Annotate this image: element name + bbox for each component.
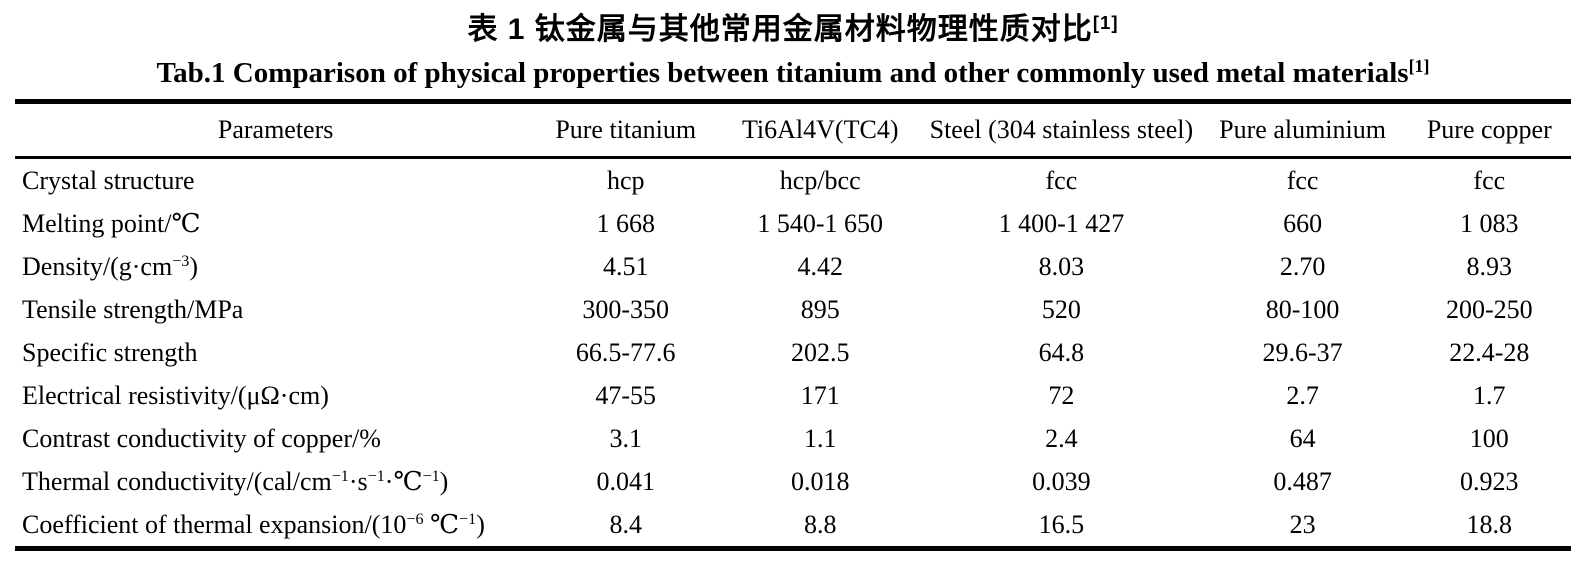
table-cell: 2.4 <box>1045 423 1078 453</box>
table-cell: hcp <box>606 165 645 195</box>
table-cell: 171 <box>800 380 840 410</box>
table-cell: 1 083 <box>1460 208 1519 238</box>
table-cell: 47-55 <box>595 380 657 410</box>
table-row-contrast-conductivity: Contrast conductivity of copper/% 3.1 1.… <box>15 417 1571 460</box>
row-label: Thermal conductivity/(cal/cm−1·s−1·℃−1) <box>22 466 449 496</box>
table-cell: hcp/bcc <box>779 165 861 195</box>
column-header-pure-copper: Pure copper <box>1407 101 1571 159</box>
table-cell: 4.42 <box>797 251 843 281</box>
table-row-crystal-structure: Crystal structure hcp hcp/bcc fcc fcc fc… <box>15 158 1571 203</box>
table-row-melting-point: Melting point/℃ 1 668 1 540-1 650 1 400-… <box>15 202 1571 245</box>
column-header-pure-aluminium: Pure aluminium <box>1197 101 1408 159</box>
table-cell: fcc <box>1045 165 1078 195</box>
row-label: Density/(g·cm−3) <box>22 251 198 281</box>
table-cell: 100 <box>1469 423 1509 453</box>
table-cell: 66.5-77.6 <box>575 337 676 367</box>
table-cell: fcc <box>1473 165 1506 195</box>
table-cell: 1 540-1 650 <box>757 208 884 238</box>
column-header-ti6al4v: Ti6Al4V(TC4) <box>715 101 926 159</box>
table-cell: 4.51 <box>602 251 649 281</box>
table-cell: 2.7 <box>1286 380 1319 410</box>
table-cell: 3.1 <box>609 423 642 453</box>
table-cell: 0.039 <box>1032 466 1091 496</box>
table-cell: 0.041 <box>596 466 655 496</box>
table-cell: 72 <box>1048 380 1075 410</box>
table-cell: 200-250 <box>1445 294 1533 324</box>
column-header-steel: Steel (304 stainless steel) <box>925 101 1198 159</box>
table-row-density: Density/(g·cm−3) 4.51 4.42 8.03 2.70 8.9… <box>15 245 1571 288</box>
table-caption-english: Tab.1 Comparison of physical properties … <box>156 56 1430 89</box>
table-cell: 8.8 <box>803 509 837 539</box>
table-cell: 8.4 <box>609 509 642 539</box>
column-header-pure-titanium: Pure titanium <box>536 101 716 159</box>
table-cell: 1 668 <box>596 208 655 238</box>
table-cell: 0.018 <box>790 466 850 496</box>
table-cell: 520 <box>1041 294 1081 324</box>
table-cell: 64 <box>1289 423 1316 453</box>
table-cell: 16.5 <box>1038 509 1085 539</box>
table-cell: fcc <box>1286 165 1319 195</box>
table-cell: 1.7 <box>1473 380 1506 410</box>
column-header-parameters: Parameters <box>15 101 537 159</box>
table-caption-chinese: 表 1 钛金属与其他常用金属材料物理性质对比[1] <box>467 11 1119 46</box>
table-cell: 29.6-37 <box>1262 337 1343 367</box>
table-row-electrical-resistivity: Electrical resistivity/(μΩ·cm) 47-55 171… <box>15 374 1571 417</box>
row-label: Crystal structure <box>22 165 195 195</box>
table-cell: 202.5 <box>790 337 850 367</box>
table-cell: 1.1 <box>803 423 837 453</box>
table-cell: 0.923 <box>1460 466 1519 496</box>
table-cell: 8.03 <box>1038 251 1085 281</box>
table-cell: 8.93 <box>1466 251 1513 281</box>
row-label: Coefficient of thermal expansion/(10−6 ℃… <box>22 509 485 539</box>
table-row-tensile-strength: Tensile strength/MPa 300-350 895 520 80-… <box>15 288 1571 331</box>
row-label: Specific strength <box>22 337 198 367</box>
table-cell: 18.8 <box>1466 509 1513 539</box>
row-label: Electrical resistivity/(μΩ·cm) <box>22 380 329 410</box>
properties-comparison-table: Parameters Pure titanium Ti6Al4V(TC4) St… <box>15 99 1571 551</box>
table-cell: 1 400-1 427 <box>998 208 1125 238</box>
row-label: Contrast conductivity of copper/% <box>22 423 381 453</box>
table-cell: 64.8 <box>1038 337 1085 367</box>
header-row: Parameters Pure titanium Ti6Al4V(TC4) St… <box>15 101 1571 159</box>
table-row-thermal-expansion: Coefficient of thermal expansion/(10−6 ℃… <box>15 503 1571 549</box>
table-cell: 80-100 <box>1265 294 1340 324</box>
table-cell: 0.487 <box>1273 466 1332 496</box>
table-row-specific-strength: Specific strength 66.5-77.6 202.5 64.8 2… <box>15 331 1571 374</box>
table-cell: 895 <box>800 294 840 324</box>
table-row-thermal-conductivity: Thermal conductivity/(cal/cm−1·s−1·℃−1) … <box>15 460 1571 503</box>
table-cell: 2.70 <box>1279 251 1326 281</box>
row-label: Tensile strength/MPa <box>22 294 244 324</box>
table-cell: 300-350 <box>582 294 670 324</box>
table-cell: 23 <box>1289 509 1316 539</box>
row-label: Melting point/℃ <box>22 208 201 238</box>
table-cell: 660 <box>1283 208 1323 238</box>
table-cell: 22.4-28 <box>1449 337 1530 367</box>
